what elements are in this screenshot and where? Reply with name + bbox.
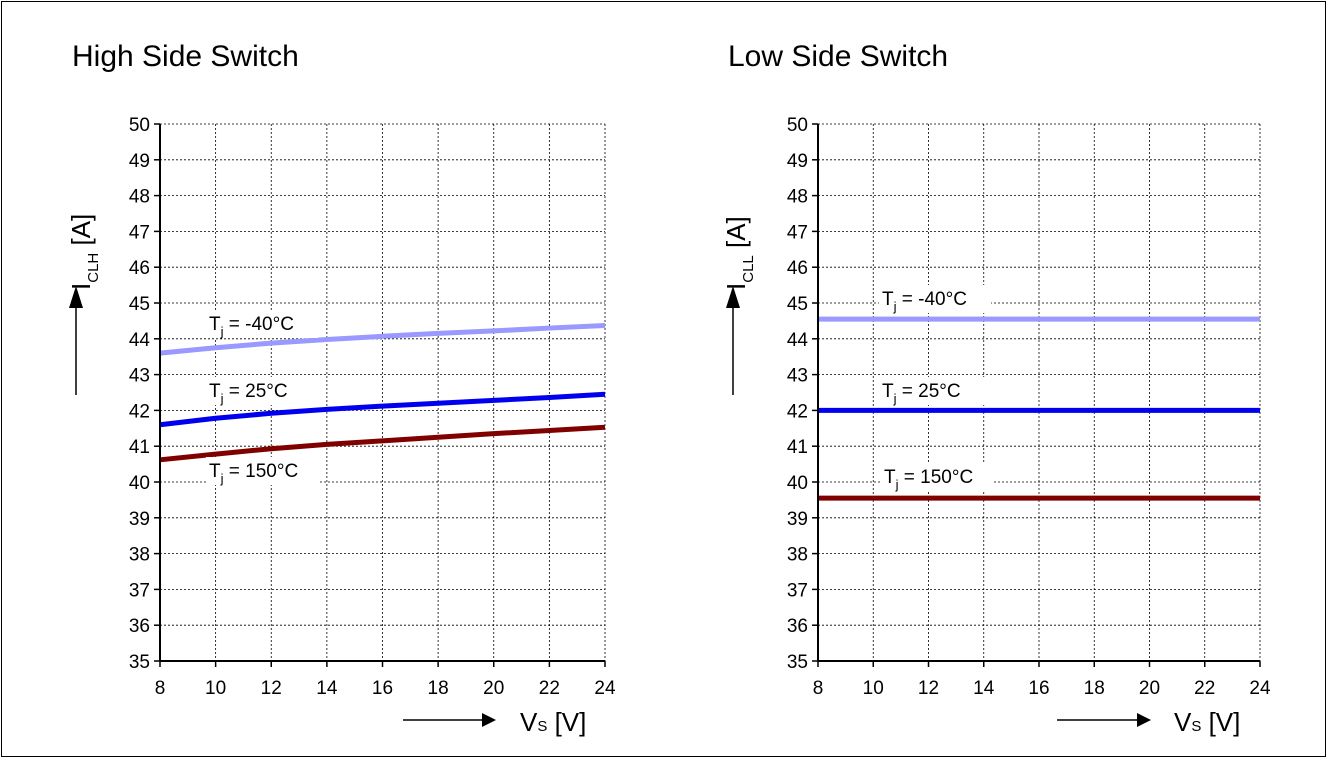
x-tick-label: 18 <box>1084 678 1105 699</box>
y-tick-label: 39 <box>787 509 808 530</box>
y-tick-label: 47 <box>129 222 150 243</box>
y-tick-label: 44 <box>129 330 151 351</box>
y-tick-label: 46 <box>129 258 150 279</box>
y-axis-label: ICLL [A] <box>721 216 757 290</box>
y-tick-label: 38 <box>787 545 808 566</box>
y-tick-label: 35 <box>129 652 150 673</box>
x-tick-label: 24 <box>1249 678 1271 699</box>
y-tick-label: 40 <box>787 473 808 494</box>
y-tick-label: 36 <box>129 616 150 637</box>
y-tick-label: 50 <box>129 115 150 136</box>
y-tick-label: 42 <box>129 401 150 422</box>
x-tick-label: 10 <box>205 678 226 699</box>
y-tick-label: 37 <box>129 580 150 601</box>
y-axis-label: ICLH [A] <box>66 214 102 290</box>
x-tick-label: 22 <box>1194 678 1215 699</box>
x-tick-label: 12 <box>261 678 282 699</box>
series-label-1: Tj = 25°C <box>882 381 961 406</box>
series-line-0 <box>159 323 606 356</box>
series-label-0: Tj = -40°C <box>209 314 294 339</box>
y-tick-label: 35 <box>787 652 808 673</box>
series-label-bg <box>879 377 991 405</box>
series-label-0: Tj = -40°C <box>882 289 967 314</box>
x-tick-label: 8 <box>155 678 166 699</box>
x-axis-label: VS [V] <box>1174 707 1240 737</box>
y-tick-label: 38 <box>129 545 150 566</box>
y-tick-label: 49 <box>129 151 150 172</box>
x-tick-label: 24 <box>594 678 616 699</box>
y-tick-label: 41 <box>129 437 150 458</box>
x-tick-label: 16 <box>1028 678 1049 699</box>
y-tick-label: 45 <box>129 294 150 315</box>
chart-title: High Side Switch <box>72 40 299 73</box>
y-tick-label: 46 <box>787 258 808 279</box>
y-tick-label: 49 <box>787 151 808 172</box>
chart-low-side: Low Side Switch Tj = -40°C Tj = 25°C Tj = 1… <box>721 40 1271 737</box>
series-label-bg <box>206 310 318 338</box>
y-tick-label: 44 <box>787 330 809 351</box>
x-tick-label: 8 <box>813 678 824 699</box>
series-label-bg <box>881 463 993 491</box>
series-label-2: Tj = 150°C <box>884 467 973 492</box>
chart-high-side: High Side Switch Tj = -40°C Tj = 25°C Tj = … <box>66 40 616 737</box>
y-tick-label: 41 <box>787 437 808 458</box>
series-label-bg <box>206 377 318 405</box>
y-tick-label: 48 <box>787 187 808 208</box>
y-tick-label: 45 <box>787 294 808 315</box>
y-tick-label: 50 <box>787 115 808 136</box>
y-tick-label: 40 <box>129 473 150 494</box>
x-arrow-head <box>482 713 496 727</box>
x-tick-label: 14 <box>973 678 995 699</box>
x-tick-label: 18 <box>428 678 449 699</box>
y-tick-label: 37 <box>787 580 808 601</box>
y-tick-label: 47 <box>787 222 808 243</box>
y-tick-label: 48 <box>129 187 150 208</box>
series-label-1: Tj = 25°C <box>209 381 288 406</box>
x-tick-label: 20 <box>1139 678 1160 699</box>
series-label-bg <box>879 285 991 313</box>
y-tick-label: 39 <box>129 509 150 530</box>
y-arrow-head <box>69 286 83 308</box>
x-tick-label: 10 <box>863 678 884 699</box>
x-tick-label: 12 <box>918 678 939 699</box>
x-axis-label: VS [V] <box>520 707 586 737</box>
x-arrow-head <box>1137 713 1151 727</box>
chart-title: Low Side Switch <box>728 40 948 73</box>
x-tick-label: 20 <box>483 678 504 699</box>
x-tick-label: 22 <box>539 678 560 699</box>
y-tick-label: 43 <box>129 366 150 387</box>
y-tick-label: 42 <box>787 401 808 422</box>
x-tick-label: 14 <box>316 678 338 699</box>
x-tick-label: 16 <box>372 678 393 699</box>
series-line-1 <box>159 391 606 428</box>
y-arrow-head <box>726 286 740 308</box>
series-line-2 <box>159 424 606 463</box>
y-tick-label: 36 <box>787 616 808 637</box>
series-label-2: Tj = 150°C <box>209 461 298 486</box>
y-tick-label: 43 <box>787 366 808 387</box>
series-label-bg <box>206 457 318 485</box>
